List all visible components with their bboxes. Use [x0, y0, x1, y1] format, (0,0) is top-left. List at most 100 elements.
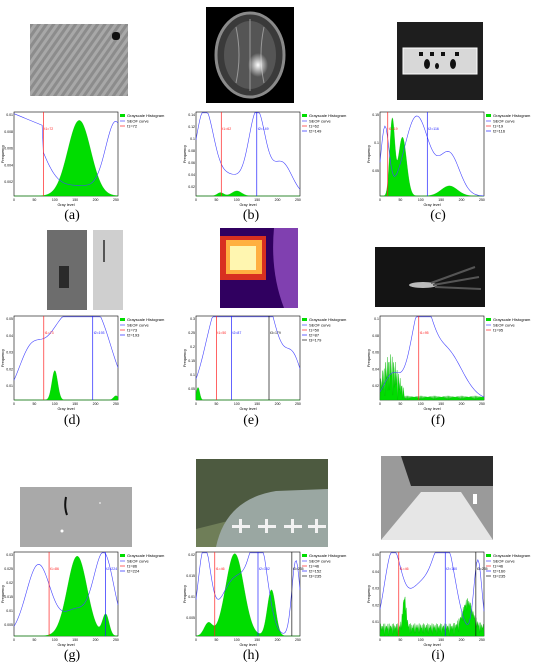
- y-tick-label: 0.025: [4, 567, 13, 571]
- threshold-mark-label: t2=87: [232, 331, 241, 335]
- x-tick-label: 200: [459, 638, 465, 642]
- y-axis-label: Frequency: [367, 585, 371, 603]
- histogram-area: [14, 120, 119, 197]
- histogram-plot-i: 0.05 0.04 0.03 0.02 0.01 0 50 100 150 200 250 Gray …: [367, 551, 531, 647]
- x-tick-label: 50: [398, 198, 402, 202]
- histogram-area: [196, 190, 300, 197]
- legend-threshold-label: t1=86: [127, 564, 138, 569]
- y-tick-label: 0.01: [6, 384, 13, 388]
- y-tick-label: 0.015: [4, 595, 13, 599]
- histogram-area: [379, 354, 485, 401]
- histogram-area: [195, 553, 300, 637]
- y-axis-label: Frequency: [1, 349, 5, 367]
- x-tick-label: 100: [234, 638, 240, 642]
- x-tick-label: 100: [418, 402, 424, 406]
- x-axis-label: Gray level: [239, 203, 256, 207]
- caption-h: (h): [242, 648, 260, 663]
- y-tick-label: 0.1: [190, 137, 195, 141]
- caption-e: (e): [243, 413, 259, 428]
- caption-d: (d): [63, 413, 81, 428]
- x-tick-label: 250: [113, 402, 119, 406]
- threshold-mark-label: t2=193: [94, 331, 105, 335]
- x-tick-label: 150: [72, 198, 78, 202]
- legend-swatch-histogram: [486, 554, 491, 557]
- x-tick-label: 0: [195, 638, 197, 642]
- x-tick-label: 0: [195, 198, 197, 202]
- y-tick-label: 0.04: [188, 173, 195, 177]
- x-tick-label: 250: [295, 198, 301, 202]
- legend-threshold-label: t2=149: [309, 129, 322, 134]
- y-tick-label: 0.08: [372, 334, 379, 338]
- y-tick-label: 0.02: [372, 384, 379, 388]
- threshold-mark-label: t1=46: [400, 567, 409, 571]
- legend-swatch-histogram: [120, 318, 125, 321]
- x-tick-label: 150: [72, 638, 78, 642]
- y-tick-label: 0.008: [4, 130, 13, 134]
- legend-swatch-histogram: [302, 114, 307, 117]
- y-axis-label: Frequency: [183, 349, 187, 367]
- legend-curve-label: SEOF curve: [309, 119, 332, 124]
- caption-b: (b): [242, 208, 260, 223]
- x-axis-label: Gray level: [239, 407, 256, 411]
- y-axis-label: Frequency: [1, 585, 5, 603]
- threshold-mark-label: t1=50: [217, 331, 226, 335]
- x-tick-label: 150: [438, 198, 444, 202]
- y-tick-label: 0.15: [372, 113, 379, 117]
- x-tick-label: 250: [479, 638, 485, 642]
- x-tick-label: 250: [295, 638, 301, 642]
- x-tick-label: 150: [254, 198, 260, 202]
- plot-frame: [195, 111, 301, 197]
- caption-c: (c): [430, 208, 446, 223]
- y-tick-label: 0.02: [6, 581, 13, 585]
- y-tick-label: 0.006: [4, 147, 13, 151]
- legend-swatch-histogram: [486, 114, 491, 117]
- y-tick-label: 0.02: [188, 553, 195, 557]
- brain-mri-image: [206, 7, 294, 103]
- seof-curve: [195, 552, 301, 634]
- y-axis-label: Frequency: [183, 145, 187, 163]
- legend-threshold-label: t2=116: [493, 129, 506, 134]
- threshold-mark-label: t1=73: [45, 331, 54, 335]
- x-tick-label: 50: [32, 638, 36, 642]
- y-tick-label: 0.015: [186, 574, 195, 578]
- x-tick-label: 150: [254, 638, 260, 642]
- caption-f: (f): [431, 413, 445, 428]
- x-axis-label: Gray level: [57, 407, 74, 411]
- histogram-plot-e: 0.3 0.25 0.2 0.15 0.1 0.05 0 50 100 150 200 250 Gray…: [183, 315, 347, 411]
- threshold-mark-label: t1=95: [420, 331, 429, 335]
- legend-curve-label: SEOF curve: [493, 323, 516, 328]
- x-tick-label: 200: [459, 198, 465, 202]
- x-tick-label: 0: [379, 638, 381, 642]
- x-axis-label: Gray level: [423, 407, 440, 411]
- y-tick-label: 0.05: [188, 387, 195, 391]
- legend-swatch-histogram: [120, 114, 125, 117]
- plot-frame: [195, 315, 301, 401]
- y-axis-label: Frequency: [367, 349, 371, 367]
- x-tick-label: 150: [254, 402, 260, 406]
- histogram-plot-b: 0.14 0.12 0.1 0.08 0.06 0.04 0.02 0 50 100 150 200 2…: [183, 111, 347, 207]
- x-tick-label: 250: [113, 198, 119, 202]
- threshold-mark-label: t3=179: [270, 331, 281, 335]
- y-tick-label: 0.05: [372, 553, 379, 557]
- x-tick-label: 150: [438, 638, 444, 642]
- legend-curve-label: SEOF curve: [493, 119, 516, 124]
- y-tick-label: 0.3: [190, 317, 195, 321]
- legend-threshold-label: t1=46: [493, 564, 504, 569]
- legend-swatch-histogram: [302, 318, 307, 321]
- x-tick-label: 200: [93, 198, 99, 202]
- material-surface-image: [20, 487, 132, 547]
- y-tick-label: 0.14: [188, 113, 195, 117]
- infrared-road-image: [381, 456, 493, 540]
- legend-curve-label: SEOF curve: [309, 323, 332, 328]
- y-tick-label: 0.004: [4, 163, 13, 167]
- y-tick-label: 0.2: [190, 345, 195, 349]
- x-tick-label: 0: [379, 402, 381, 406]
- legend-threshold-label: t1=95: [493, 328, 504, 333]
- threshold-mark-label: t1=46: [216, 567, 225, 571]
- legend-histogram-label: Grayscale Histogram: [493, 317, 531, 322]
- x-tick-label: 100: [234, 402, 240, 406]
- y-tick-label: 0.04: [6, 334, 13, 338]
- y-tick-label: 0.05: [372, 169, 379, 173]
- legend-threshold-label: t1=62: [309, 124, 320, 129]
- y-tick-label: 0.03: [6, 351, 13, 355]
